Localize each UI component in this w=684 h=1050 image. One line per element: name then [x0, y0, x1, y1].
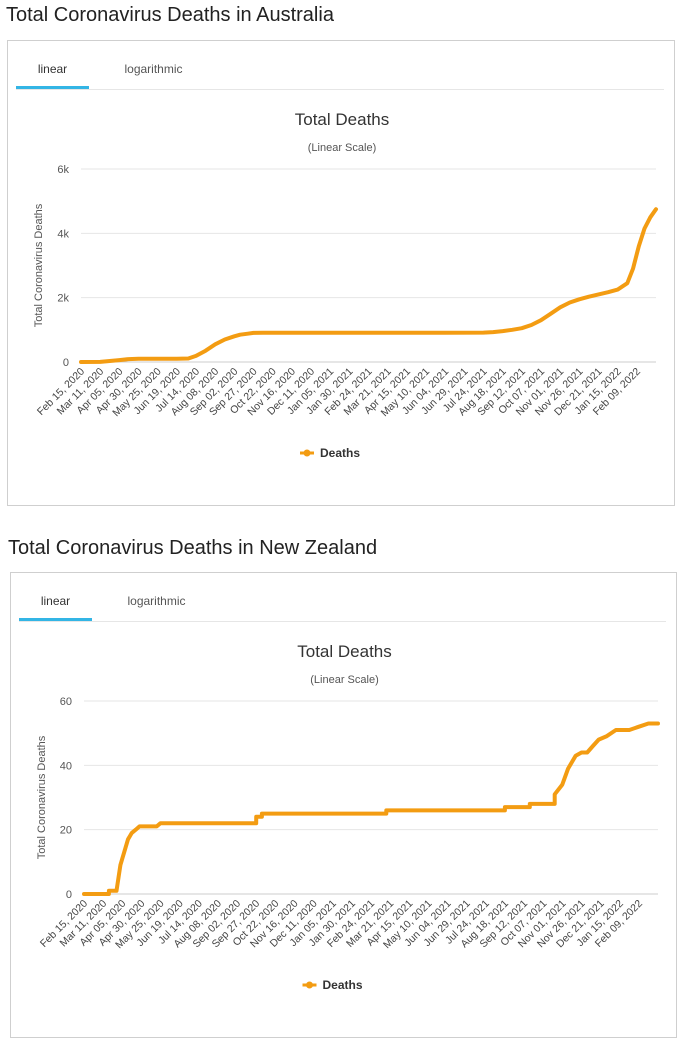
series-line-deaths [79, 207, 658, 364]
legend-marker [306, 981, 313, 989]
y-tick-label: 2k [57, 293, 69, 305]
series-line-deaths [82, 721, 660, 896]
y-tick-label: 0 [66, 889, 72, 901]
chart-heading-new-zealand: Total Coronavirus Deaths in New Zealand [8, 537, 378, 559]
tab-linear[interactable]: linear [16, 53, 89, 89]
y-tick-label: 20 [60, 825, 72, 837]
chart-heading-australia: Total Coronavirus Deaths in Australia [6, 4, 334, 26]
chart-title: Total Deaths [295, 110, 390, 129]
y-tick-label: 60 [60, 696, 72, 708]
legend-label: Deaths [323, 978, 363, 992]
chart-panel-australia: linear logarithmic Total Deaths (Linear S… [7, 40, 675, 506]
y-axis-label: Total Coronavirus Deaths [36, 735, 48, 859]
line-chart-new-zealand: Total Deaths (Linear Scale) Total Coronavi… [36, 642, 660, 992]
scale-tabs: linear logarithmic [19, 585, 666, 622]
y-tick-label: 4k [57, 228, 69, 240]
legend-marker [303, 449, 311, 457]
chart-subtitle: (Linear Scale) [308, 142, 376, 154]
line-chart-australia: Total Deaths (Linear Scale) Total Coronavi… [33, 110, 658, 460]
chart-subtitle: (Linear Scale) [310, 674, 378, 686]
tab-logarithmic[interactable]: logarithmic [127, 594, 186, 608]
chart-title: Total Deaths [297, 642, 392, 661]
chart-panel-new-zealand: linear logarithmic Total Deaths (Linear S… [10, 572, 677, 1038]
scale-tabs: linear logarithmic [16, 53, 664, 90]
y-tick-label: 6k [57, 164, 69, 176]
legend-label: Deaths [320, 446, 360, 460]
y-tick-label: 0 [63, 357, 69, 369]
y-axis-label: Total Coronavirus Deaths [33, 203, 45, 327]
tab-logarithmic[interactable]: logarithmic [124, 62, 183, 76]
y-tick-label: 40 [60, 760, 72, 772]
tab-linear[interactable]: linear [19, 585, 92, 621]
